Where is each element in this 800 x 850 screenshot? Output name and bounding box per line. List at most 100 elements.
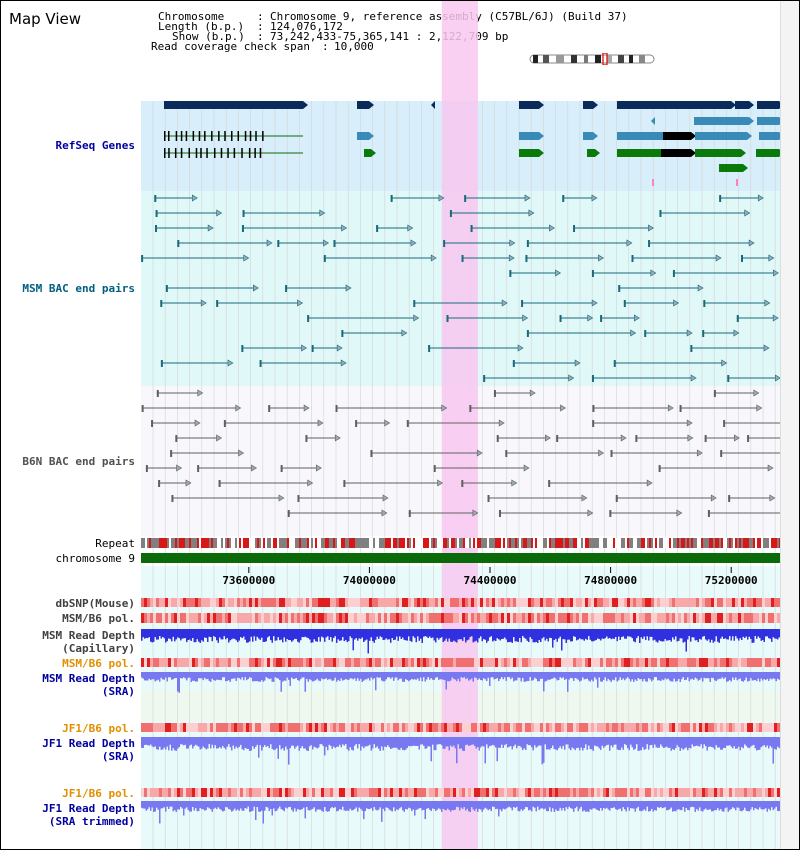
repeat-segment [561,538,563,548]
depth-bar [367,801,369,810]
depth-bar [727,672,729,682]
pol-strip-cell [279,598,282,607]
pol-strip-cell [693,723,696,732]
depth-bar [459,672,461,682]
depth-bar [748,737,750,749]
depth-bar [495,801,497,810]
pol-strip-cell [282,658,285,667]
pol-strip-cell [567,598,570,607]
depth-bar [529,672,531,678]
depth-bar [282,737,284,749]
b6n-bac-pair-end [707,510,710,517]
depth-bar [666,672,668,680]
depth-bar [433,801,435,810]
depth-bar [424,629,426,637]
pol-strip-cell [588,788,591,797]
vertical-scrollbar[interactable] [780,1,799,849]
b6n-bac-pair-end [355,420,358,427]
depth-bar [270,801,272,809]
pol-strip-cell [363,658,366,667]
track-label-msm-depth-cap-line1[interactable]: MSM Read Depth [42,629,135,642]
depth-bar [544,801,546,809]
depth-bar [379,629,381,637]
pol-strip-cell [651,723,654,732]
depth-bar [649,629,651,637]
depth-bar [373,801,375,808]
depth-bar [766,737,768,746]
depth-bar [250,737,252,751]
pol-strip-cell [372,723,375,732]
depth-bar [303,629,305,638]
depth-bar [432,737,434,745]
depth-bar [685,801,687,808]
track-label-dbsnp[interactable]: dbSNP(Mouse) [55,597,135,610]
pol-strip-cell [747,723,750,732]
depth-bar [564,737,566,750]
pol-strip-cell [258,613,261,623]
depth-bar [376,672,378,678]
pol-strip-cell [636,658,639,667]
pol-strip-cell [159,788,162,797]
depth-bar [483,629,485,640]
pol-strip-cell [630,788,633,797]
b6n-bac-pair-end [218,480,221,487]
track-label-msm-b6-pol-2[interactable]: MSM/B6 pol. [62,657,135,670]
pol-strip-cell [411,658,414,667]
depth-bar [589,737,591,750]
pol-strip-cell [534,723,537,732]
depth-bar [400,629,402,640]
pol-strip-cell [468,598,471,607]
track-label-jf1-b6-pol-1[interactable]: JF1/B6 pol. [62,722,135,735]
pol-strip-cell [144,723,147,732]
pol-strip-cell [426,598,429,607]
depth-bar [511,737,513,750]
refseq-gene-16 [663,132,691,140]
depth-bar [739,801,741,811]
depth-bar [436,801,438,810]
depth-bar [583,629,585,641]
depth-bar [681,737,683,749]
depth-bar [541,801,543,809]
chromosome-ideogram[interactable] [529,53,657,65]
depth-bar [279,737,281,746]
b6n-bac-pair-end [307,479,314,487]
depth-bar [517,672,519,678]
track-label-jf1-depth-sra-line1[interactable]: JF1 Read Depth [42,737,135,750]
pol-strip-cell [663,658,666,667]
depth-bar [513,737,515,747]
depth-bar [597,629,599,639]
track-label-msm-b6-pol-1[interactable]: MSM/B6 pol. [62,612,135,625]
track-label-b6n-bac[interactable]: B6N BAC end pairs [22,455,135,468]
track-label-msm-bac[interactable]: MSM BAC end pairs [22,282,135,295]
depth-bar [655,672,657,678]
depth-bar [142,737,144,748]
track-label-msm-depth-sra-line1[interactable]: MSM Read Depth [42,672,135,685]
depth-bar [621,737,623,748]
depth-bar [487,801,489,811]
track-label-jf1-depth-trim-line1[interactable]: JF1 Read Depth [42,802,135,815]
pol-strip-cell [288,788,291,797]
depth-bar [670,737,672,751]
refseq-exon [237,131,240,141]
refseq-exon [204,131,206,141]
depth-bar [316,672,318,679]
pol-strip-cell [276,723,279,732]
track-label-jf1-b6-pol-2[interactable]: JF1/B6 pol. [62,787,135,800]
track-label-refseq[interactable]: RefSeq Genes [55,139,135,152]
msm-bac-pair-end [461,255,464,262]
refseq-gene-arrow-21 [539,149,544,157]
pol-strip-cell [222,613,225,623]
pol-strip-cell [156,723,159,732]
depth-bar [268,801,270,812]
repeat-segment [395,538,397,548]
pol-strip-cell [291,613,294,623]
pol-strip-cell [555,788,558,797]
depth-bar [573,629,575,637]
track-label-chromosome[interactable]: chromosome 9 [55,552,135,565]
track-label-repeat[interactable]: Repeat [95,537,135,550]
pol-strip-cell [393,658,396,667]
depth-bar [298,629,300,643]
refseq-gene-27 [719,164,743,172]
depth-bar [172,672,174,680]
